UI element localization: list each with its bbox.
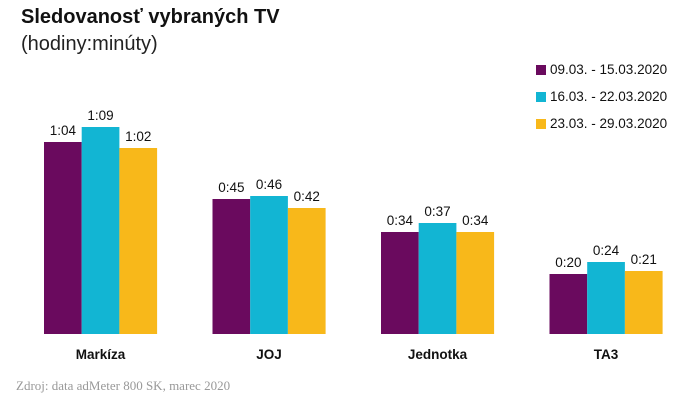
bar (587, 262, 625, 334)
bar (381, 232, 419, 334)
category-label: Markíza (76, 347, 126, 362)
data-label: 0:21 (631, 252, 657, 267)
legend-item: 16.03. - 22.03.2020 (536, 83, 667, 110)
bar (287, 208, 326, 334)
bar (212, 199, 251, 334)
data-label: 0:20 (555, 255, 581, 270)
data-label: 0:37 (424, 204, 450, 219)
legend-swatch (536, 64, 546, 75)
data-label: 1:04 (50, 123, 77, 138)
chart-title: Sledovanosť vybraných TV (21, 6, 280, 28)
legend-item: 09.03. - 15.03.2020 (536, 56, 667, 83)
data-label: 1:02 (125, 129, 151, 144)
bar (250, 196, 288, 334)
legend: 09.03. - 15.03.2020 16.03. - 22.03.2020 23… (536, 56, 667, 137)
data-label: 0:42 (294, 189, 320, 204)
bar (549, 274, 588, 334)
bar (418, 223, 457, 334)
bar (119, 148, 158, 334)
legend-label: 23.03. - 29.03.2020 (550, 116, 668, 131)
category-label: Jednotka (408, 347, 468, 362)
data-label: 1:09 (87, 108, 113, 123)
source-note: Zdroj: data adMeter 800 SK, marec 2020 (16, 378, 231, 393)
chart-subtitle: (hodiny:minúty) (21, 33, 158, 55)
data-label: 0:34 (462, 213, 489, 228)
legend-label: 09.03. - 15.03.2020 (550, 62, 668, 77)
data-label: 0:24 (593, 243, 620, 258)
legend-swatch (536, 118, 546, 129)
data-label: 0:46 (256, 177, 282, 192)
bar (44, 142, 82, 334)
bar (456, 232, 495, 334)
bar (81, 127, 120, 334)
legend-swatch (536, 91, 546, 102)
data-label: 0:45 (218, 180, 244, 195)
category-label: TA3 (594, 347, 619, 362)
legend-item: 23.03. - 29.03.2020 (536, 110, 667, 137)
category-label: JOJ (256, 347, 282, 362)
bar (624, 271, 663, 334)
legend-label: 16.03. - 22.03.2020 (550, 89, 668, 104)
data-label: 0:34 (387, 213, 414, 228)
